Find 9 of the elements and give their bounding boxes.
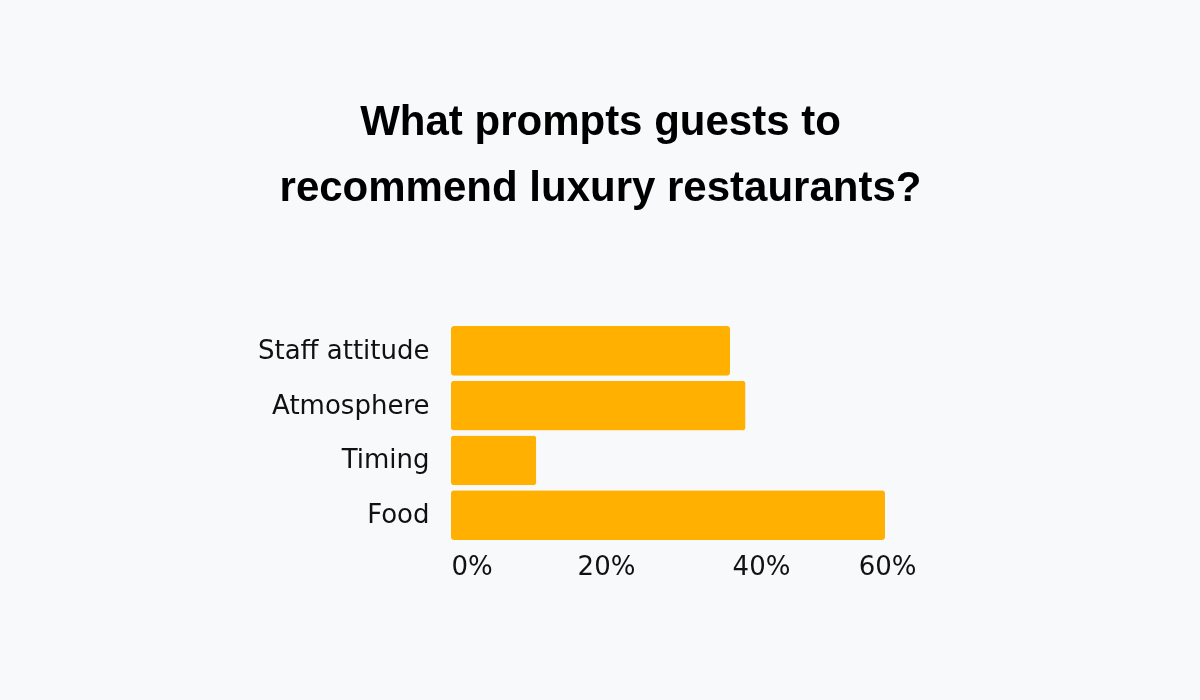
y-tick-label: Staff attitude (257, 334, 430, 365)
y-tick-label: Atmosphere (272, 389, 430, 420)
y-tick-label: Timing (340, 444, 430, 475)
x-tick-label: 0% (451, 550, 493, 581)
chart-title: What prompts guests to recommend luxury restaurants? (279, 97, 922, 210)
x-tick-label: 60% (858, 550, 917, 581)
x-tick-label: 40% (732, 550, 791, 581)
y-tick-label: Food (367, 499, 430, 530)
x-tick-label: 20% (577, 550, 636, 581)
